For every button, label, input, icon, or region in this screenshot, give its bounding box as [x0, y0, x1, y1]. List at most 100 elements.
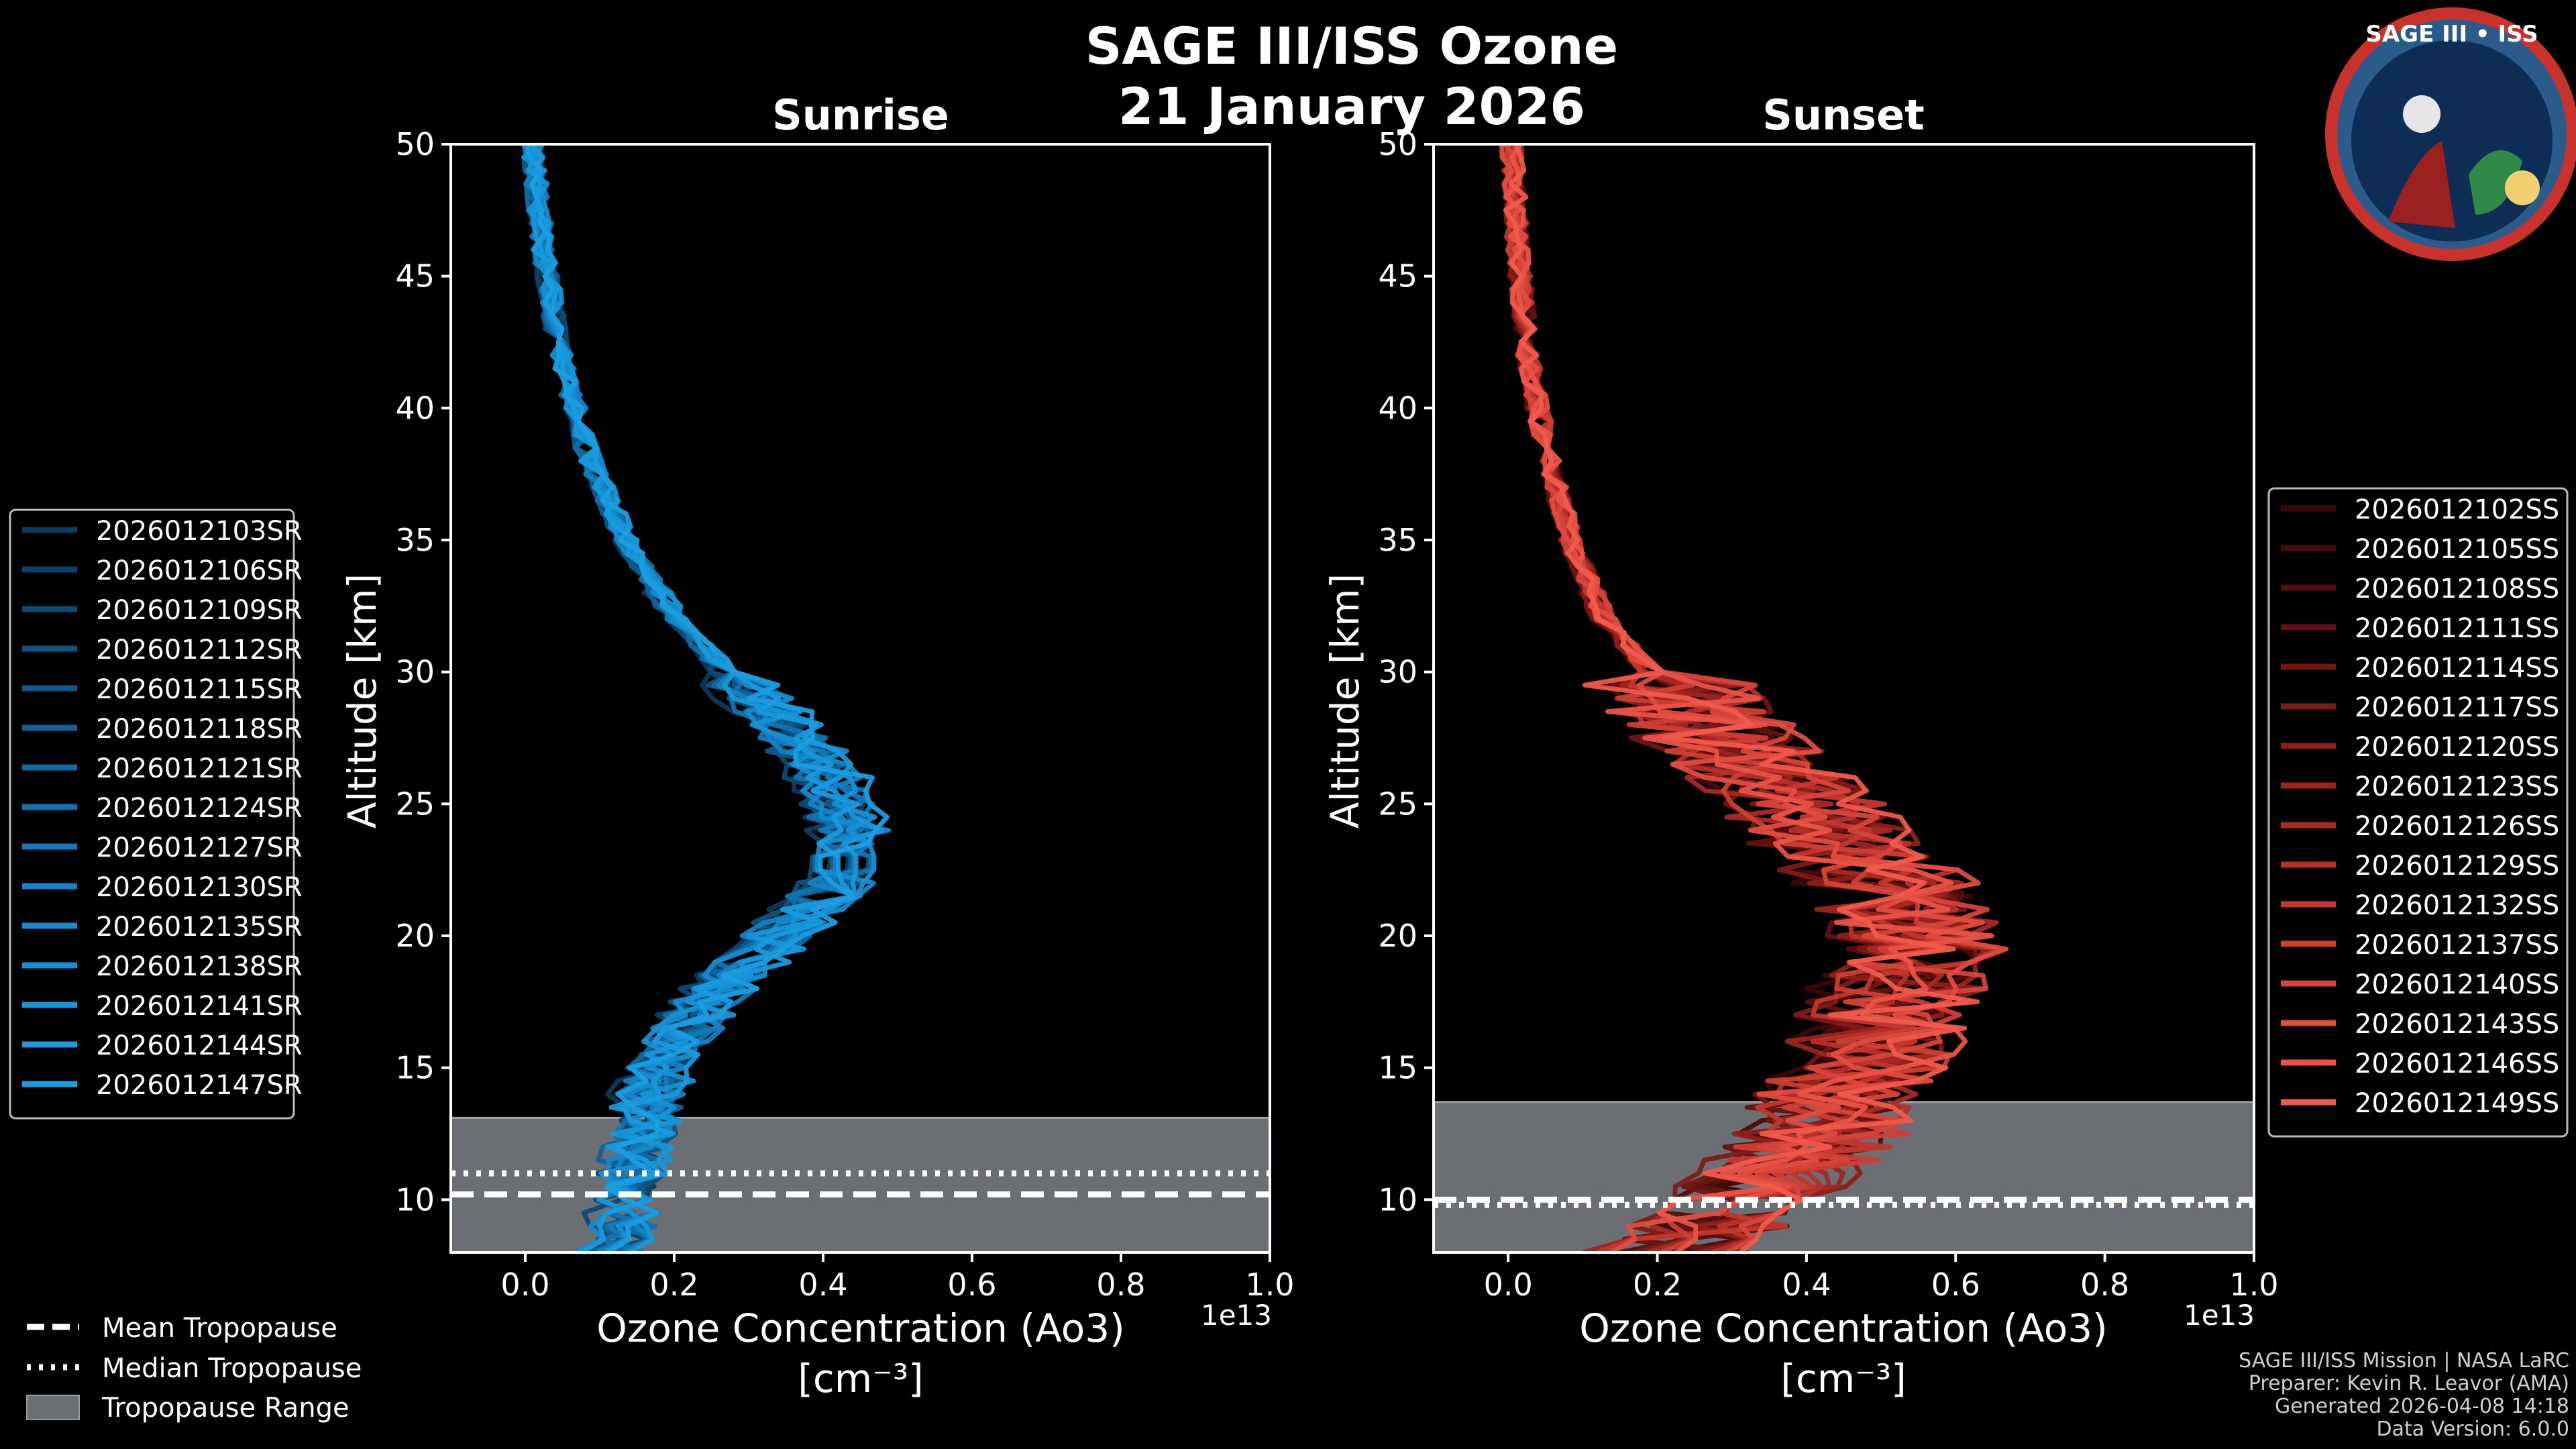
- footer-credits: SAGE III/ISS Mission | NASA LaRC Prepare…: [2239, 1349, 2569, 1441]
- sunset-title: Sunset: [1762, 91, 1925, 140]
- sunrise-axes-frame: [449, 143, 1271, 1254]
- footer-line-3: Generated 2026-04-08 14:18: [2275, 1395, 2569, 1418]
- sunset-legend-label: 2026012120SS: [2355, 732, 2559, 763]
- sunset-legend: 2026012102SS 2026012105SS 2026012108SS 2026…: [2267, 487, 2569, 1138]
- sunset-panel: Sunset Altitude [km] Ozone Concentration…: [1322, 91, 2279, 1401]
- sunset-y-axis-label: Altitude [km]: [1322, 574, 1368, 828]
- sunset-legend-label: 2026012117SS: [2355, 692, 2559, 723]
- sunrise-y-tick-label: 35: [395, 522, 435, 558]
- sunrise-legend-label: 2026012115SR: [96, 674, 303, 705]
- sunrise-legend-label: 2026012106SR: [96, 555, 303, 586]
- sunrise-x-axis-label: Ozone Concentration (Ao3): [596, 1305, 1125, 1351]
- sunrise-legend: 2026012103SR 2026012106SR 2026012109SR 2026…: [9, 508, 303, 1120]
- sunrise-legend-label: 2026012109SR: [96, 595, 303, 626]
- sunrise-x-tick-label: 0.2: [649, 1267, 698, 1303]
- sunset-legend-label: 2026012114SS: [2355, 653, 2559, 684]
- sunset-legend-box: [2267, 487, 2569, 1138]
- sunrise-legend-box: [9, 508, 295, 1120]
- sunset-legend-label: 2026012129SS: [2355, 851, 2559, 881]
- tropopause-range-legend-swatch: [26, 1395, 80, 1420]
- sunrise-x-tick-label: 0.0: [500, 1267, 549, 1303]
- sunrise-x-tick-label: 0.8: [1096, 1267, 1145, 1303]
- footer-line-2: Preparer: Kevin R. Leavor (AMA): [2249, 1372, 2569, 1395]
- sunset-y-tick-label: 25: [1378, 786, 1417, 822]
- sunset-legend-label: 2026012105SS: [2355, 534, 2559, 565]
- sunrise-x-tick-label: 1.0: [1245, 1267, 1294, 1303]
- sunset-legend-label: 2026012126SS: [2355, 811, 2559, 842]
- sunset-y-tick-label: 35: [1378, 522, 1417, 558]
- sunset-y-tick-label: 30: [1378, 654, 1417, 690]
- badge-sun-icon: [2505, 170, 2540, 205]
- badge-text: SAGE III • ISS: [2365, 21, 2538, 48]
- sunrise-y-tick-label: 40: [395, 390, 435, 426]
- sunrise-y-tick-label: 15: [395, 1050, 435, 1086]
- sunrise-title: Sunrise: [772, 91, 949, 140]
- sunset-x-tick-label: 0.0: [1484, 1267, 1533, 1303]
- sunset-legend-label: 2026012143SS: [2355, 1009, 2559, 1040]
- sunrise-tropopause-range: [449, 1116, 1271, 1254]
- sunset-axes-frame: [1432, 143, 2255, 1254]
- sunset-legend-label: 2026012111SS: [2355, 613, 2559, 644]
- median-tropopause-legend-label: Median Tropopause: [102, 1353, 362, 1384]
- figure-title-line1: SAGE III/ISS Ozone: [1085, 16, 1618, 76]
- sunset-legend-label: 2026012140SS: [2355, 969, 2559, 1000]
- sunrise-legend-label: 2026012130SR: [96, 872, 303, 903]
- sunrise-x-offset-label: 1e13: [1201, 1299, 1272, 1332]
- sunrise-legend-label: 2026012135SR: [96, 912, 303, 943]
- footer-line-1: SAGE III/ISS Mission | NASA LaRC: [2239, 1349, 2569, 1373]
- footer-line-4: Data Version: 6.0.0: [2377, 1417, 2569, 1441]
- mission-badge: SAGE III • ISS: [2325, 7, 2576, 261]
- sunset-x-axis-units: [cm⁻³]: [1780, 1356, 1907, 1401]
- sunset-y-tick-label: 10: [1378, 1181, 1417, 1218]
- sunrise-y-tick-label: 30: [395, 654, 435, 690]
- sunrise-legend-label: 2026012112SR: [96, 635, 303, 665]
- sunset-y-tick-label: 20: [1378, 918, 1417, 954]
- sunset-series-line: [1503, 143, 1980, 1254]
- figure-title-line2: 21 January 2026: [1118, 76, 1585, 136]
- sunrise-legend-label: 2026012127SR: [96, 833, 303, 863]
- sunset-x-tick-label: 0.4: [1782, 1267, 1831, 1303]
- sunset-y-tick-label: 50: [1378, 126, 1417, 162]
- sunrise-legend-label: 2026012144SR: [96, 1030, 303, 1061]
- sunset-x-tick-label: 0.6: [1931, 1267, 1980, 1303]
- sunset-x-offset-label: 1e13: [2184, 1299, 2255, 1332]
- sunset-x-axis-label: Ozone Concentration (Ao3): [1579, 1305, 2108, 1351]
- sunset-legend-label: 2026012149SS: [2355, 1088, 2559, 1119]
- sunset-legend-label: 2026012146SS: [2355, 1049, 2559, 1079]
- sunset-x-tick-label: 0.8: [2080, 1267, 2129, 1303]
- sunrise-legend-label: 2026012118SR: [96, 714, 303, 745]
- sunrise-y-tick-label: 25: [395, 786, 435, 822]
- sunrise-legend-label: 2026012138SR: [96, 951, 303, 982]
- sunrise-y-axis-label: Altitude [km]: [339, 574, 385, 828]
- sunrise-legend-label: 2026012103SR: [96, 516, 303, 547]
- sunset-y-tick-label: 45: [1378, 258, 1417, 294]
- sunset-legend-label: 2026012137SS: [2355, 930, 2559, 961]
- sunrise-y-tick-label: 50: [395, 126, 435, 162]
- mean-tropopause-legend-label: Mean Tropopause: [102, 1313, 337, 1344]
- tropopause-legend: Mean Tropopause Median Tropopause Tropop…: [26, 1313, 362, 1424]
- badge-earth-icon: [2469, 150, 2522, 215]
- sunrise-legend-label: 2026012124SR: [96, 793, 303, 824]
- sunset-y-tick-label: 40: [1378, 390, 1417, 426]
- sunset-legend-label: 2026012132SS: [2355, 890, 2559, 921]
- sunrise-legend-label: 2026012147SR: [96, 1070, 303, 1101]
- sunrise-x-tick-label: 0.4: [798, 1267, 847, 1303]
- sunset-y-tick-label: 15: [1378, 1050, 1417, 1086]
- sunrise-series-line: [524, 144, 890, 1254]
- sunset-legend-label: 2026012123SS: [2355, 771, 2559, 802]
- sunset-x-tick-label: 0.2: [1633, 1267, 1682, 1303]
- sunrise-y-tick-label: 10: [395, 1181, 435, 1218]
- sunrise-panel: Sunrise Altitude [km] Ozone Concentratio…: [339, 91, 1295, 1401]
- sunrise-x-tick-label: 0.6: [947, 1267, 996, 1303]
- badge-figure-robe-icon: [2388, 141, 2455, 228]
- sunrise-legend-label: 2026012141SR: [96, 991, 303, 1022]
- sunrise-y-tick-label: 45: [395, 258, 435, 294]
- sunset-legend-label: 2026012102SS: [2355, 494, 2559, 525]
- badge-figure-head-icon: [2403, 95, 2440, 133]
- sunset-legend-label: 2026012108SS: [2355, 574, 2559, 604]
- sunset-x-tick-label: 1.0: [2229, 1267, 2278, 1303]
- sunrise-x-axis-units: [cm⁻³]: [798, 1356, 924, 1401]
- sunrise-legend-label: 2026012121SR: [96, 753, 303, 784]
- tropopause-range-legend-label: Tropopause Range: [101, 1393, 350, 1424]
